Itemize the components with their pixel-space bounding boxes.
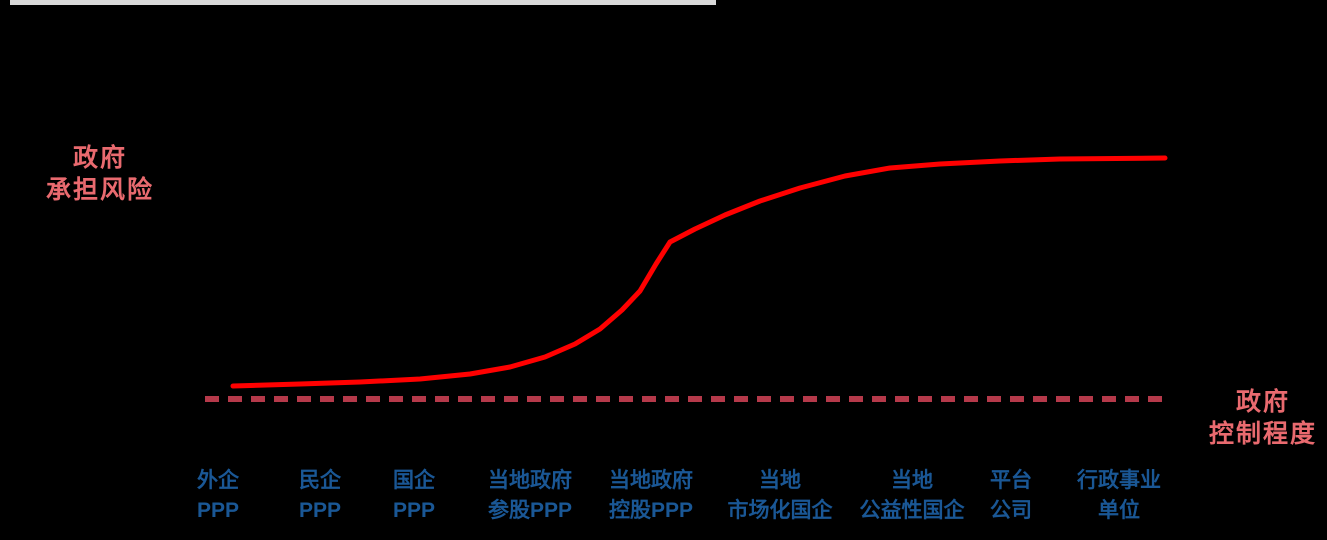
category-label-2: 民企 PPP [299, 466, 341, 526]
category-label-line1: 当地 [891, 469, 933, 492]
category-label-4: 当地政府参股PPP [488, 466, 572, 526]
category-label-line1: 行政事业 [1077, 469, 1161, 492]
top-divider-bar [10, 0, 716, 5]
category-label-7: 当地 公益性国企 [860, 466, 965, 526]
category-label-line2: 单位 [1098, 499, 1140, 522]
category-label-line2: PPP [392, 499, 436, 522]
category-label-8: 平台 公司 [990, 466, 1032, 526]
category-label-6: 当地 市场化国企 [728, 466, 833, 526]
category-label-line1: 国企 [393, 469, 435, 492]
category-label-line2: PPP [196, 499, 240, 522]
x-axis-label: 政府 控制程度 [1209, 386, 1317, 450]
x-axis-label-line1: 政府 [1235, 388, 1291, 416]
category-label-line1: 平台 [990, 469, 1032, 492]
category-label-line2: 公益性国企 [859, 499, 965, 522]
y-axis-label: 政府 承担风险 [46, 142, 154, 206]
category-label-line2: 市场化国企 [727, 499, 833, 522]
category-label-line1: 当地政府 [609, 469, 693, 492]
category-label-line1: 当地 [759, 469, 801, 492]
category-label-9: 行政事业 单位 [1077, 466, 1161, 526]
category-label-line2: PPP [298, 499, 342, 522]
category-label-line1: 当地政府 [488, 469, 572, 492]
category-label-1: 外企 PPP [197, 466, 239, 526]
y-axis-label-line2: 承担风险 [45, 176, 155, 204]
x-axis-label-line2: 控制程度 [1208, 420, 1318, 448]
category-label-line1: 民企 [299, 469, 341, 492]
y-axis-label-line1: 政府 [72, 144, 128, 172]
category-label-line2: 控股PPP [608, 499, 694, 522]
category-label-line1: 外企 [197, 469, 239, 492]
category-label-5: 当地政府控股PPP [609, 466, 693, 526]
risk-curve-line [230, 155, 1168, 389]
category-label-3: 国企 PPP [393, 466, 435, 526]
category-label-line2: 参股PPP [487, 499, 573, 522]
category-label-line2: 公司 [990, 499, 1032, 522]
